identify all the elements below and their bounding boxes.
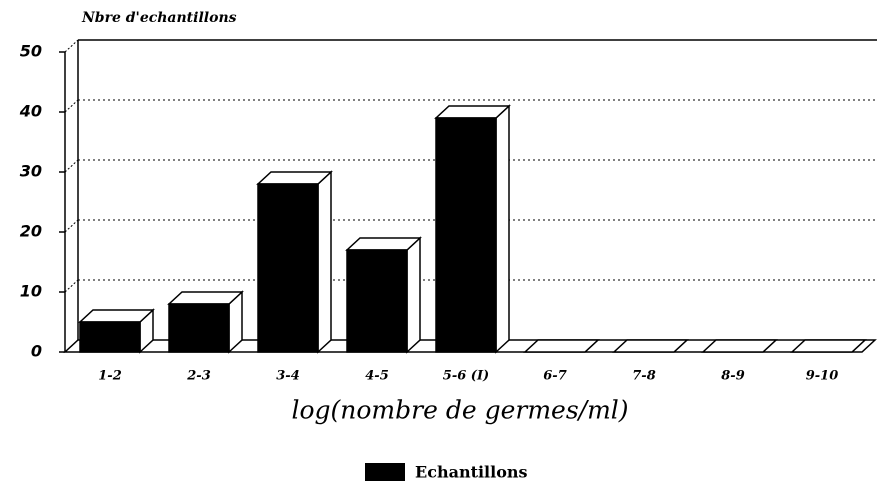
x-tick-label: 7-8	[632, 369, 656, 384]
bar-face	[79, 321, 141, 353]
y-tick-label: 30	[20, 162, 42, 181]
y-tick-label: 50	[20, 42, 42, 61]
bar-face	[346, 249, 408, 353]
depth-line	[64, 99, 79, 113]
bar-face	[168, 303, 230, 353]
y-tick-label: 10	[20, 282, 42, 301]
legend-swatch	[365, 463, 405, 481]
depth-line	[64, 339, 79, 353]
bar-face	[523, 339, 600, 353]
bar-face	[317, 170, 332, 354]
bar	[345, 236, 422, 354]
bar	[434, 104, 511, 354]
bar-face	[257, 183, 319, 353]
bar-face	[345, 237, 422, 251]
x-tick-label: 9-10	[806, 369, 839, 384]
x-tick-label: 4-5	[365, 369, 389, 384]
y-axis-title: Nbre d'echantillons	[81, 10, 237, 26]
floor	[63, 339, 877, 353]
bar	[167, 290, 244, 354]
bar	[523, 339, 600, 353]
bar-face	[495, 104, 510, 354]
y-tick-label: 0	[31, 342, 42, 361]
bar	[701, 339, 778, 353]
x-tick-label: 8-9	[721, 369, 745, 384]
bar-face	[434, 105, 511, 119]
depth-line	[64, 159, 79, 173]
bar	[256, 170, 333, 354]
x-tick-label: 5-6 (I)	[443, 369, 489, 384]
bar	[790, 339, 867, 353]
x-tick-label: 1-2	[98, 369, 122, 384]
depth-line	[64, 279, 79, 293]
bar	[78, 308, 155, 354]
x-tick-label: 6-7	[543, 369, 567, 384]
bar-face	[701, 339, 778, 353]
y-tick-label: 40	[19, 102, 42, 121]
bar-face	[612, 339, 689, 353]
bar-face	[256, 171, 333, 185]
x-tick-label: 3-4	[276, 369, 300, 384]
legend-label: Echantillons	[415, 463, 528, 482]
bar-face	[406, 236, 421, 354]
depth-line	[64, 39, 79, 53]
bar-face	[78, 309, 155, 323]
bar	[612, 339, 689, 353]
depth-line	[64, 219, 79, 233]
bar-face	[435, 117, 497, 353]
x-tick-label: 2-3	[186, 369, 211, 384]
x-axis-title: log(nombre de germes/ml)	[291, 396, 628, 425]
bar-face	[790, 339, 867, 353]
y-tick-label: 20	[20, 222, 42, 241]
bar-face	[167, 291, 244, 305]
